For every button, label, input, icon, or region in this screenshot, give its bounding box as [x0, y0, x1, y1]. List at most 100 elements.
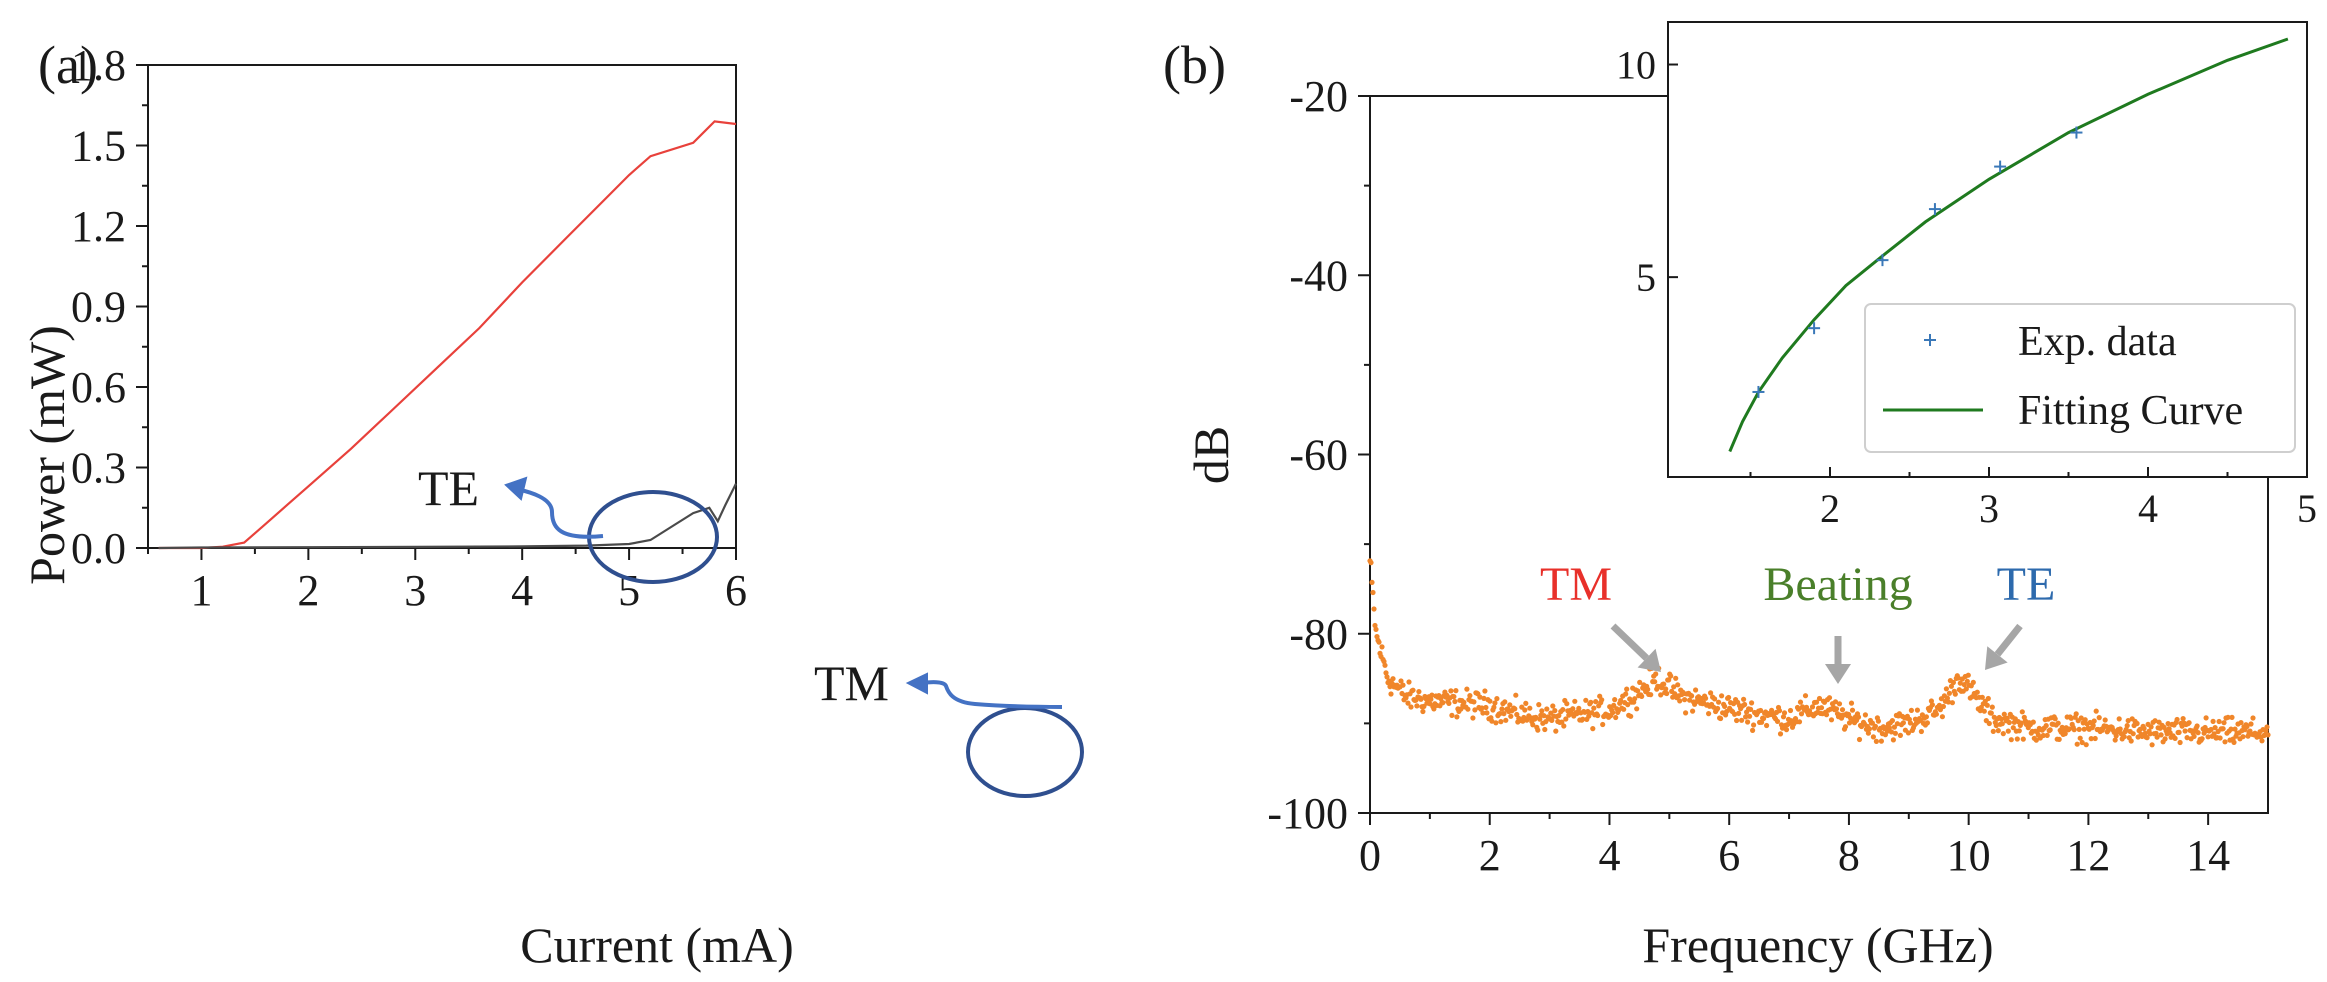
spectrum-point — [2217, 735, 2223, 741]
spectrum-point — [1715, 705, 1721, 712]
spectrum-point — [1371, 606, 1377, 612]
spectrum-point — [1645, 686, 1651, 693]
spectrum-point — [1666, 677, 1672, 683]
panel-b-xtick-label: 6 — [1718, 831, 1740, 880]
spectrum-point — [1870, 734, 1876, 740]
spectrum-point — [2116, 716, 2122, 722]
spectrum-point — [1748, 706, 1754, 713]
spectrum-point — [1955, 675, 1961, 681]
spectrum-point — [1493, 720, 1499, 726]
spectrum-point — [1512, 706, 1518, 712]
panel-a-ytick-label: 1.8 — [71, 41, 126, 90]
spectrum-point — [1797, 699, 1804, 705]
spectrum-point — [2073, 711, 2079, 717]
spectrum-point — [1985, 695, 1991, 702]
spectrum-point — [1741, 696, 1747, 702]
spectrum-point — [1572, 698, 1578, 704]
spectrum-point — [1719, 693, 1725, 699]
spectrum-point — [2211, 731, 2217, 737]
spectrum-point — [1618, 697, 1624, 704]
spectrum-point — [1593, 699, 1599, 705]
spectrum-point — [1454, 714, 1460, 720]
spectrum-point — [2078, 715, 2084, 721]
spectrum-point — [1648, 692, 1654, 698]
spectrum-point — [1798, 711, 1805, 717]
te-annotation-arrow — [516, 487, 604, 539]
spectrum-point — [1742, 701, 1748, 708]
panel-b: (b) 0 2 4 6 8 10 12 14 -100 -80 -60 -40 -20 TM Beati… — [1163, 21, 2317, 973]
spectrum-point — [1687, 697, 1693, 703]
spectrum-point — [1537, 716, 1543, 722]
spectrum-point — [1663, 686, 1669, 692]
spectrum-point — [1498, 719, 1504, 725]
spectrum-point — [2092, 735, 2098, 742]
spectrum-point — [2112, 737, 2118, 743]
spectrum-point — [2096, 715, 2102, 721]
spectrum-point — [1570, 706, 1576, 712]
spectrum-point — [1431, 706, 1437, 712]
spectrum-point — [1803, 704, 1810, 711]
panel-a-label: (a) — [38, 35, 98, 95]
spectrum-point — [1952, 691, 1958, 697]
panel-a-ytick-label: 1.2 — [71, 202, 126, 251]
spectrum-point — [1990, 728, 1996, 735]
spectrum-point — [2162, 736, 2168, 742]
spectrum-point — [2259, 738, 2265, 744]
spectrum-point — [1428, 696, 1434, 702]
spectrum-point — [2166, 726, 2172, 732]
inset-legend: Exp. data Fitting Curve — [1864, 303, 2296, 453]
spectrum-point — [2040, 732, 2046, 739]
spectrum-point — [1993, 722, 1999, 729]
spectrum-point — [2244, 723, 2250, 730]
spectrum-point — [2056, 736, 2062, 743]
inset-xtick-label: 3 — [1979, 486, 1999, 531]
spectrum-point — [1939, 714, 1945, 720]
panel-b-ylabel: dB — [1183, 426, 1239, 484]
spectrum-point — [1933, 711, 1939, 717]
peak-arrowhead-te — [1985, 646, 2008, 670]
spectrum-point — [1503, 717, 1509, 723]
te-annotation-arrowhead — [504, 476, 528, 501]
spectrum-point — [1749, 700, 1755, 706]
spectrum-point — [1527, 705, 1533, 711]
spectrum-point — [2030, 719, 2036, 725]
spectrum-point — [1600, 721, 1606, 728]
spectrum-point — [1448, 688, 1454, 694]
spectrum-point — [1406, 679, 1412, 685]
spectrum-point — [1449, 712, 1455, 719]
spectrum-point — [2191, 733, 2197, 740]
inset-ytick-label: 10 — [1616, 43, 1656, 88]
spectrum-point — [2229, 714, 2235, 721]
spectrum-point — [2141, 725, 2147, 732]
spectrum-point — [1541, 713, 1547, 719]
spectrum-point — [1482, 688, 1488, 694]
spectrum-point — [2203, 715, 2209, 721]
spectrum-point — [2232, 726, 2238, 732]
spectrum-point — [1970, 679, 1976, 686]
spectrum-point — [2231, 739, 2237, 746]
spectrum-point — [1776, 708, 1783, 714]
spectrum-point — [2186, 720, 2192, 726]
spectrum-point — [1878, 738, 1884, 744]
spectrum-point — [1777, 731, 1784, 737]
spectrum-point — [1508, 713, 1514, 719]
spectrum-point — [1923, 714, 1929, 720]
spectrum-point — [2066, 726, 2072, 732]
spectrum-point — [1388, 691, 1394, 697]
spectrum-point — [1384, 674, 1390, 680]
spectrum-point — [2208, 726, 2214, 733]
spectrum-point — [1736, 710, 1742, 717]
panel-b-ytick-label: -60 — [1289, 431, 1348, 480]
spectrum-point — [1621, 706, 1627, 712]
te-annotation-label: TE — [418, 460, 479, 516]
spectrum-point — [2205, 734, 2211, 740]
spectrum-point — [1671, 684, 1677, 690]
spectrum-point — [1981, 708, 1987, 714]
panel-a-ylabel: Power (mW) — [19, 325, 75, 585]
spectrum-point — [1924, 720, 1930, 726]
spectrum-point — [1370, 589, 1376, 596]
spectrum-point — [1865, 730, 1871, 736]
spectrum-point — [1708, 690, 1714, 696]
spectrum-point — [2010, 725, 2016, 731]
inset-xtick-label: 4 — [2138, 486, 2158, 531]
